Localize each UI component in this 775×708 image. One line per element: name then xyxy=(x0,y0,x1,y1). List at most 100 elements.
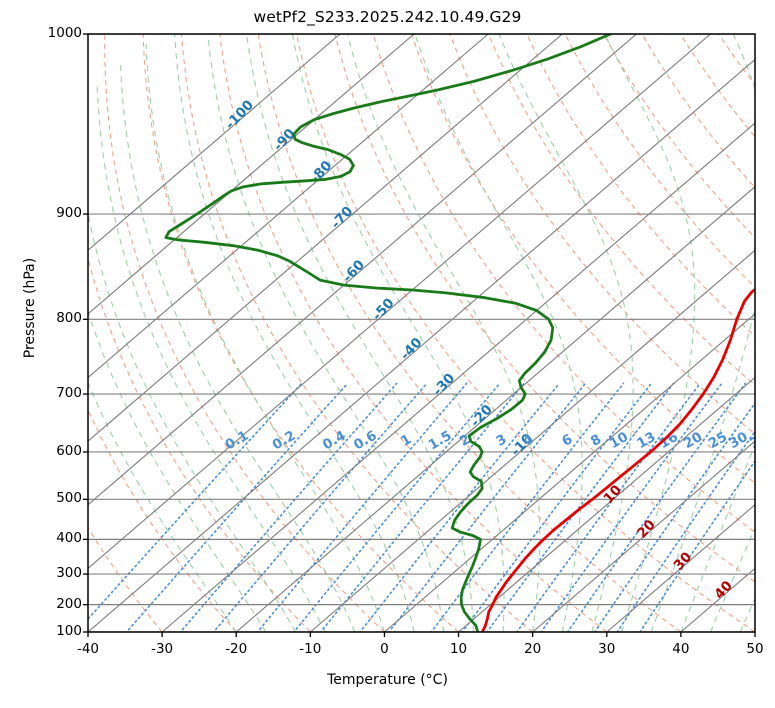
moist-adiabat xyxy=(88,210,296,632)
y-tick-label: 100 xyxy=(56,623,82,639)
y-tick-label: 300 xyxy=(56,565,82,582)
mixing-ratio-line xyxy=(319,382,525,632)
moist-adiabat xyxy=(710,526,755,632)
axis-inline-label: 16 xyxy=(657,429,681,452)
moist-adiabat xyxy=(650,34,755,632)
mixing-ratio-line xyxy=(515,382,701,632)
y-tick-label: 800 xyxy=(56,310,82,327)
dry-adiabat xyxy=(449,34,755,435)
axis-inline-label: -100 xyxy=(222,97,257,133)
mixing-ratio-line xyxy=(540,382,723,632)
axis-inline-label: -70 xyxy=(328,203,356,232)
mixing-ratio-line xyxy=(179,382,398,632)
x-tick-label: -20 xyxy=(225,641,248,657)
y-tick-label: 900 xyxy=(56,205,82,222)
axis-inline-label: -80 xyxy=(307,158,335,187)
axis-inline-label: 20 xyxy=(634,517,659,542)
axis-inline-label: 3 xyxy=(493,431,509,450)
x-tick-label: 20 xyxy=(524,641,542,657)
moist-adiabat xyxy=(88,381,237,632)
x-tick-label: 40 xyxy=(672,641,690,657)
axis-inline-label: 0.4 xyxy=(320,428,349,454)
isotherm-line xyxy=(88,34,341,252)
isotherm-line xyxy=(88,34,415,315)
isotherm-line xyxy=(88,34,563,442)
dry-adiabat xyxy=(718,34,755,86)
isotherm-line xyxy=(458,376,755,632)
dry-adiabat xyxy=(679,34,755,138)
dry-adiabat xyxy=(180,34,534,632)
profile-temperature-line xyxy=(480,287,755,632)
mixing-ratio-line xyxy=(430,382,625,632)
dry-adiabat xyxy=(104,34,385,632)
axis-inline-label: 1 xyxy=(398,431,414,450)
isotherm-line xyxy=(161,122,755,632)
dry-adiabat xyxy=(296,34,755,632)
y-tick-label: 200 xyxy=(56,595,82,612)
dry-adiabat xyxy=(219,34,608,632)
profile-curves xyxy=(164,34,755,632)
moist-adiabat xyxy=(739,597,755,632)
dry-adiabat xyxy=(334,34,755,583)
y-tick-label: 700 xyxy=(56,385,82,402)
x-tick-label: 30 xyxy=(598,641,616,657)
moist-adiabat xyxy=(207,34,445,632)
x-tick-label: -30 xyxy=(151,641,174,657)
y-tick-label: 600 xyxy=(56,442,82,459)
moist-adiabat xyxy=(145,44,385,632)
chart-title: wetPf2_S233.2025.242.10.49.G29 xyxy=(253,8,522,26)
dry-adiabat xyxy=(603,34,755,239)
x-axis-label: Temperature (°C) xyxy=(327,672,448,688)
x-tick-label: 50 xyxy=(746,641,764,657)
x-tick-label: 0 xyxy=(380,641,389,657)
mixing-ratio-line xyxy=(461,382,652,632)
mixing-ratio-line xyxy=(256,382,468,632)
moist-adiabat xyxy=(770,34,775,632)
isotherm-line xyxy=(532,440,755,632)
mixing-ratio-line xyxy=(593,401,755,632)
y-tick-label: 500 xyxy=(56,490,82,507)
dry-adiabat xyxy=(526,34,755,337)
x-tick-label: -10 xyxy=(299,641,322,657)
mixing-ratio-line xyxy=(125,382,349,632)
dry-adiabat xyxy=(757,34,775,632)
isotherm-line xyxy=(606,504,755,632)
axis-inline-label: 8 xyxy=(588,431,604,450)
isotherm-line xyxy=(88,58,755,632)
dry-adiabat xyxy=(88,408,237,632)
isotherm-line xyxy=(88,34,711,570)
mixing-ratio-line xyxy=(212,382,428,632)
isotherm-line xyxy=(754,631,755,632)
axis-inline-label: 10 xyxy=(607,429,631,452)
moist-adiabat xyxy=(120,63,356,632)
mixing-ratio-line xyxy=(566,382,747,632)
moist-adiabat xyxy=(246,34,474,632)
moist-adiabat xyxy=(414,34,583,632)
isotherm-line xyxy=(88,34,489,379)
dry-adiabat xyxy=(88,256,311,632)
mixing-ratio-line xyxy=(639,459,755,632)
y-tick-label: 1000 xyxy=(47,25,82,41)
dry-adiabat xyxy=(372,34,755,533)
moist-adiabat xyxy=(88,309,267,632)
axis-inline-label: 1.5 xyxy=(426,428,455,454)
x-tick-label: 10 xyxy=(449,641,468,657)
dry-adiabat xyxy=(564,34,755,288)
dry-adiabat xyxy=(257,34,682,632)
plot-frame xyxy=(87,33,756,633)
moist-adiabat xyxy=(347,34,541,632)
background-grid xyxy=(88,34,775,632)
isotherm-line xyxy=(88,34,637,506)
isotherm-line xyxy=(680,567,755,632)
mixing-ratio-line xyxy=(387,382,587,632)
dry-adiabat xyxy=(142,34,459,632)
dry-adiabat xyxy=(487,34,755,386)
isotherm-line xyxy=(235,185,755,632)
mixing-ratio-line xyxy=(486,382,675,632)
axis-inline-label: 36 xyxy=(747,429,771,452)
mixing-ratio-line xyxy=(359,382,561,632)
axis-inline-label: 0.2 xyxy=(270,428,299,454)
mixing-ratio-line xyxy=(616,430,755,632)
x-tick-label: -40 xyxy=(76,641,100,657)
